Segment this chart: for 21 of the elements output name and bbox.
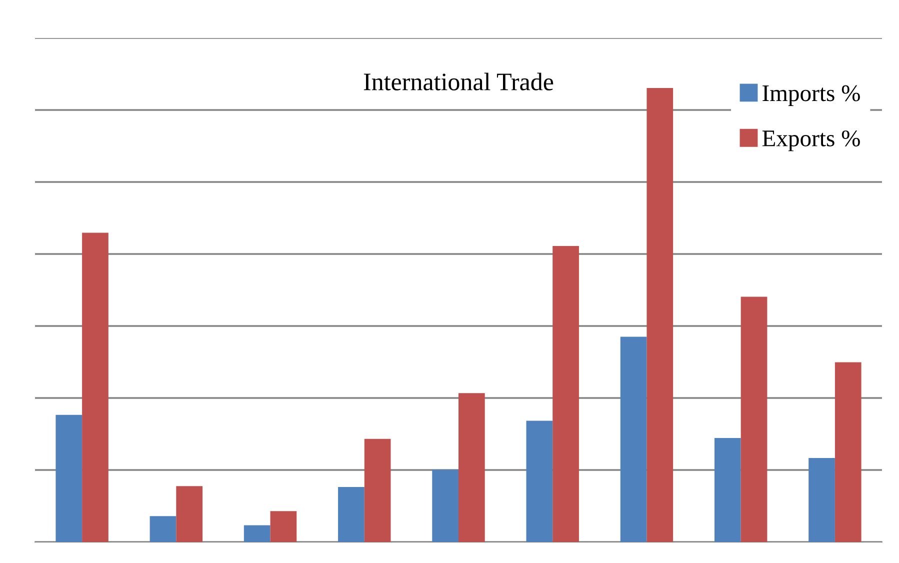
bar: [270, 511, 297, 542]
bar: [808, 458, 835, 542]
bar: [740, 296, 768, 542]
legend-label: Exports %: [762, 130, 860, 152]
bar: [82, 232, 108, 542]
bar: [526, 420, 553, 542]
bar: [714, 438, 741, 542]
bar: [244, 525, 270, 542]
bar: [176, 486, 203, 542]
bar: [432, 470, 458, 542]
bar: [834, 362, 862, 542]
bar: [646, 88, 674, 542]
bar: [552, 246, 579, 542]
bar: [620, 336, 647, 542]
bar: [364, 438, 391, 542]
bar: [338, 487, 364, 542]
bar: [150, 516, 176, 542]
bar: [458, 393, 485, 542]
chart-title: International Trade: [364, 72, 554, 90]
bar: [56, 414, 82, 542]
legend-label: Imports %: [762, 85, 860, 106]
